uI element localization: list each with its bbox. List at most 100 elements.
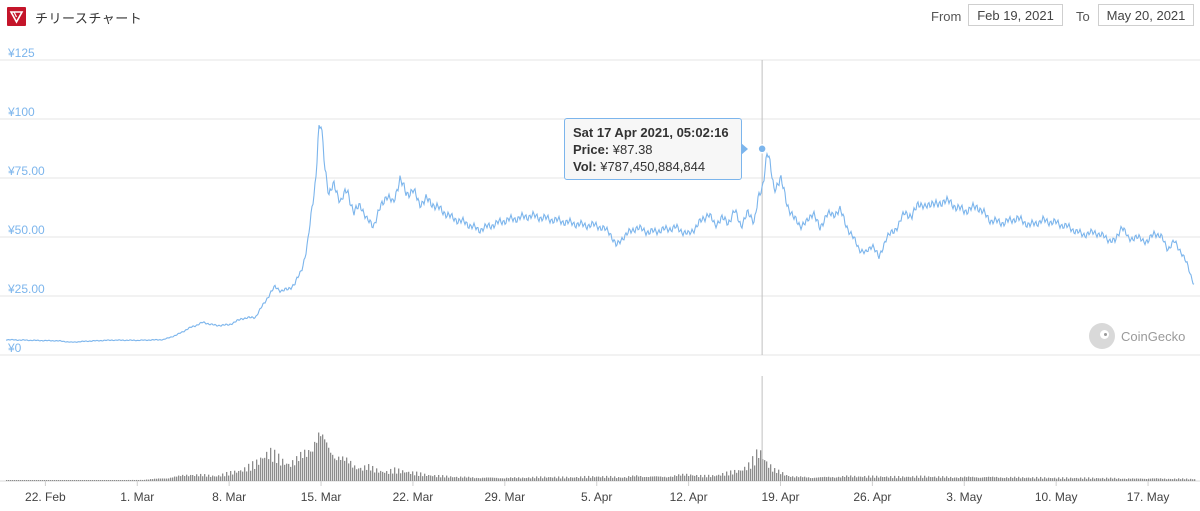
volume-bar	[1006, 477, 1008, 481]
volume-bar	[1086, 478, 1088, 481]
volume-bar	[294, 465, 296, 481]
x-tick-label: 12. Apr	[670, 490, 708, 504]
volume-bar	[88, 480, 90, 481]
tooltip-vol-label: Vol:	[573, 159, 597, 174]
volume-bar	[1144, 478, 1146, 481]
volume-bar	[20, 480, 22, 481]
volume-bar	[460, 476, 462, 481]
volume-bar	[42, 480, 44, 481]
volume-bar	[1090, 478, 1092, 481]
volume-bar	[232, 474, 234, 481]
volume-bar	[366, 469, 368, 481]
to-date-input[interactable]: May 20, 2021	[1098, 4, 1194, 26]
volume-bar	[540, 476, 542, 481]
volume-bar	[364, 465, 366, 481]
volume-bar	[804, 476, 806, 481]
volume-bar	[138, 480, 140, 481]
volume-bar	[728, 475, 730, 481]
volume-bar	[1166, 479, 1168, 481]
volume-bar	[1036, 476, 1038, 481]
volume-bar	[238, 470, 240, 481]
volume-bar	[552, 477, 554, 481]
volume-bar	[110, 480, 112, 481]
volume-bar	[368, 464, 370, 481]
volume-bar	[1040, 476, 1042, 481]
volume-bar	[708, 474, 710, 481]
volume-bar	[296, 456, 298, 481]
volume-bar	[1102, 477, 1104, 481]
volume-bar	[456, 476, 458, 481]
volume-bar	[870, 477, 872, 481]
volume-bar	[726, 471, 728, 481]
volume-bar	[508, 478, 510, 481]
volume-bar	[932, 477, 934, 481]
volume-bar	[1164, 478, 1166, 481]
volume-bar	[610, 475, 612, 481]
volume-bar	[200, 473, 202, 481]
volume-bar	[876, 475, 878, 481]
volume-bar	[850, 475, 852, 481]
volume-bar	[28, 480, 30, 481]
volume-bar	[1008, 478, 1010, 481]
volume-bar	[562, 476, 564, 481]
volume-bar	[934, 476, 936, 481]
volume-bar	[108, 480, 110, 481]
volume-bar	[472, 477, 474, 481]
volume-bar	[768, 467, 770, 481]
volume-bar	[770, 464, 772, 481]
volume-bar	[422, 476, 424, 481]
volume-bar	[524, 478, 526, 481]
volume-bar	[172, 477, 174, 481]
volume-bar	[160, 478, 162, 481]
volume-bar	[248, 463, 250, 481]
volume-bar	[856, 477, 858, 481]
volume-bar	[26, 480, 28, 481]
x-tick-label: 22. Mar	[393, 490, 434, 504]
volume-bar	[258, 464, 260, 481]
x-tick-label: 26. Apr	[853, 490, 891, 504]
volume-bar	[978, 477, 980, 481]
volume-bar	[412, 471, 414, 481]
volume-bar	[918, 477, 920, 481]
volume-bar	[874, 477, 876, 481]
volume-bar	[518, 477, 520, 481]
volume-bar	[926, 477, 928, 481]
volume-bar	[596, 476, 598, 481]
volume-bar	[766, 461, 768, 481]
volume-bar	[1168, 478, 1170, 481]
volume-bar	[862, 477, 864, 481]
volume-bar	[118, 480, 120, 481]
volume-bar	[446, 475, 448, 481]
volume-bar	[800, 476, 802, 481]
volume-bar	[302, 458, 304, 481]
volume-bar	[52, 480, 54, 481]
from-date-input[interactable]: Feb 19, 2021	[968, 4, 1063, 26]
y-tick-label: ¥0	[7, 341, 22, 355]
volume-bar	[1192, 479, 1194, 481]
price-line	[6, 125, 1195, 343]
volume-bar	[358, 468, 360, 481]
volume-bar	[744, 466, 746, 481]
volume-bar	[1056, 478, 1058, 481]
volume-bar	[718, 474, 720, 481]
volume-bar	[144, 479, 146, 481]
volume-bar	[990, 477, 992, 481]
volume-bar	[1046, 478, 1048, 481]
volume-bar	[720, 475, 722, 481]
volume-bar	[1120, 478, 1122, 481]
volume-bar	[794, 477, 796, 481]
volume-bar	[1150, 478, 1152, 481]
volume-bar	[706, 477, 708, 481]
volume-bar	[748, 462, 750, 481]
volume-bar	[484, 477, 486, 481]
volume-bar	[792, 476, 794, 481]
volume-bar	[344, 460, 346, 481]
volume-bar	[398, 468, 400, 481]
volume-bar	[352, 467, 354, 481]
volume-bar	[956, 477, 958, 481]
volume-bar	[46, 480, 48, 481]
volume-bar	[1174, 478, 1176, 481]
volume-bar	[154, 478, 156, 481]
volume-bar	[968, 476, 970, 481]
